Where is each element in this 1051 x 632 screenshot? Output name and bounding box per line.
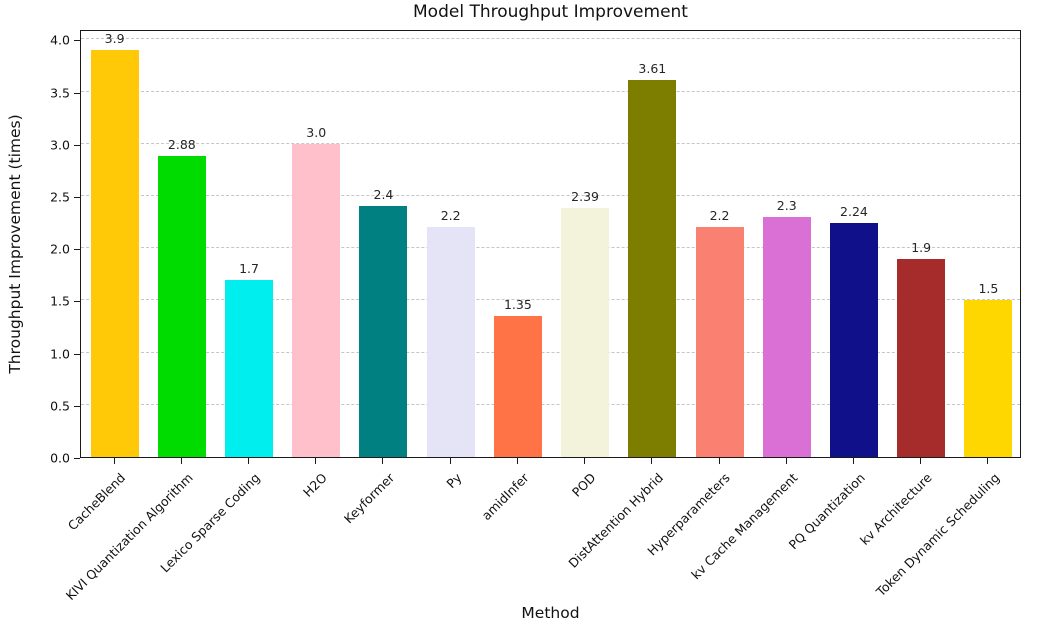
x-tick-mark <box>584 458 586 464</box>
bar-value-label: 2.24 <box>840 204 868 220</box>
gridline <box>81 403 1020 405</box>
gridline <box>81 351 1020 353</box>
bar-value-label: 2.2 <box>709 208 730 224</box>
bar <box>964 300 1013 457</box>
y-tick-mark <box>74 144 80 146</box>
y-tick-label: 1.5 <box>50 293 70 309</box>
x-tick-label-text: POD <box>568 470 599 500</box>
y-tick-label: 0.5 <box>50 398 70 414</box>
x-tick-mark <box>651 458 653 464</box>
x-tick-mark <box>248 458 250 464</box>
bar <box>897 258 946 457</box>
gridline <box>81 195 1020 197</box>
bar-value-label: 1.35 <box>503 297 532 313</box>
x-tick-label-text: kv Architecture <box>856 470 935 548</box>
bar-value-label: 1.5 <box>978 281 999 297</box>
y-axis-label: Throughput Improvement (times) <box>6 114 24 374</box>
x-tick-mark <box>382 458 384 464</box>
x-tick-mark <box>113 458 115 464</box>
y-tick-label: 4.0 <box>50 32 70 48</box>
bar <box>762 216 811 457</box>
gridline <box>81 142 1020 144</box>
bar <box>225 279 274 457</box>
bar-value-label: 1.7 <box>239 260 259 276</box>
y-tick-label: 2.5 <box>50 189 70 205</box>
chart-title: Model Throughput Improvement <box>413 2 688 22</box>
y-tick-mark <box>74 405 80 407</box>
gridline <box>81 299 1020 301</box>
bar-value-label: 2.88 <box>167 137 196 153</box>
bar-value-label: 2.39 <box>571 188 600 204</box>
x-tick-mark <box>180 458 182 464</box>
bar <box>90 49 139 457</box>
bar <box>157 156 206 457</box>
x-tick-mark <box>920 458 922 464</box>
x-axis-label: Method <box>521 604 580 622</box>
plot-area: 3.9 2.88 1.7 3.0 2.4 2.2 1.35 2.39 3.61 2.2 2.3 2.2… <box>80 30 1021 458</box>
bar <box>628 80 677 457</box>
y-tick-mark <box>74 353 80 355</box>
x-tick-mark <box>718 458 720 464</box>
y-tick-mark <box>74 458 80 459</box>
bar-value-label: 3.61 <box>638 61 667 77</box>
x-tick-label-text: amidInfer <box>478 470 532 524</box>
y-tick-label: 3.5 <box>50 85 70 101</box>
bar-value-label: 2.4 <box>373 187 394 203</box>
bar <box>359 206 408 457</box>
bar <box>561 207 610 457</box>
bar <box>695 227 744 457</box>
bar-value-label: 2.3 <box>776 197 797 213</box>
x-tick-mark <box>516 458 518 464</box>
x-tick-label-text: KIVI Quantization Algorithm <box>62 470 196 604</box>
x-tick-label-text: Keyformer <box>340 470 398 527</box>
bar <box>426 227 475 457</box>
x-tick-label-text: CacheBlend <box>64 470 129 534</box>
y-tick-mark <box>74 301 80 303</box>
gridline <box>81 38 1020 40</box>
bar-value-label: 1.9 <box>911 239 932 255</box>
bar <box>829 223 878 457</box>
bar-value-label: 3.0 <box>306 124 327 140</box>
bar <box>493 316 542 457</box>
bar-value-label: 3.9 <box>104 30 125 46</box>
gridline <box>81 247 1020 249</box>
y-tick-mark <box>74 197 80 199</box>
x-tick-mark <box>315 458 317 464</box>
x-tick-mark <box>987 458 989 464</box>
bar-value-label: 2.2 <box>440 208 461 224</box>
x-tick-label-text: H2O <box>300 470 330 500</box>
y-tick-label: 3.0 <box>50 137 70 153</box>
x-tick-label-text: Token Dynamic Scheduling <box>872 470 1002 600</box>
y-tick-label: 0.0 <box>50 450 70 466</box>
x-tick-mark <box>449 458 451 464</box>
y-tick-mark <box>74 40 80 42</box>
bar <box>292 143 341 457</box>
x-tick-label-text: Py <box>443 470 465 492</box>
y-tick-label: 1.0 <box>50 346 70 362</box>
x-tick-mark <box>852 458 854 464</box>
y-tick-mark <box>74 92 80 94</box>
y-tick-mark <box>74 249 80 251</box>
x-tick-mark <box>785 458 787 464</box>
y-tick-label: 2.0 <box>50 241 70 257</box>
gridline <box>81 90 1020 92</box>
